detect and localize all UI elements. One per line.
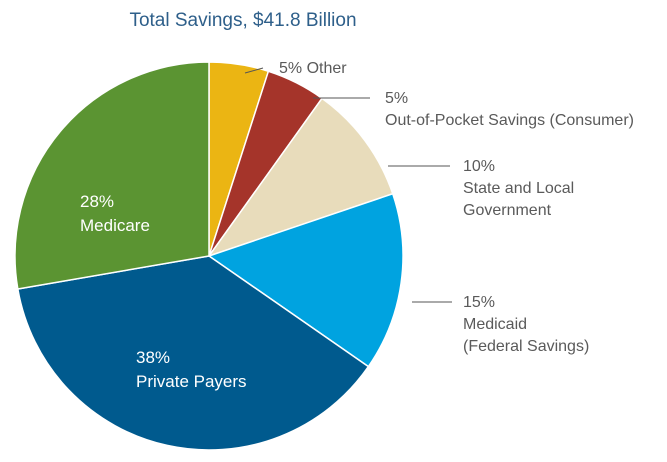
slice-label-line: (Federal Savings): [463, 338, 589, 355]
slice-label-line: 38%: [136, 348, 170, 367]
chart-title: Total Savings, $41.8 Billion: [129, 10, 356, 31]
slice-label-line: 5% Other: [279, 60, 347, 77]
pie-slice-state: [207, 97, 394, 258]
slice-label-line: Out-of-Pocket Savings (Consumer): [385, 112, 634, 129]
slice-label-line: Private Payers: [136, 372, 247, 391]
slice-labels: 5% Other 5% Out-of-Pocket Savings (Consume…: [80, 60, 634, 391]
pie-slice-private: [16, 255, 370, 451]
slice-label-line: 28%: [80, 192, 114, 211]
slice-label-line: 15%: [463, 294, 495, 311]
slice-label-medicare: 28% Medicare: [80, 192, 150, 235]
leader-line-other: [244, 67, 264, 74]
slice-label-line: Medicaid: [463, 316, 527, 333]
slice-label-medicaid: 15% Medicaid (Federal Savings): [463, 294, 589, 355]
slice-label-line: 10%: [463, 158, 495, 175]
slice-label-line: 5%: [385, 90, 408, 107]
slice-label-oop: 5% Out-of-Pocket Savings (Consumer): [385, 90, 634, 129]
pie-slices: [14, 61, 404, 451]
slice-label-line: State and Local: [463, 180, 574, 197]
leader-lines: [244, 67, 452, 303]
slice-label-line: Medicare: [80, 216, 150, 235]
pie-slice-medicare: [14, 61, 210, 290]
pie-slice-medicaid: [207, 192, 404, 368]
slice-label-line: Government: [463, 202, 552, 219]
slice-label-private: 38% Private Payers: [136, 348, 247, 391]
slice-label-state: 10% State and Local Government: [463, 158, 574, 219]
slice-label-other: 5% Other: [279, 60, 347, 77]
